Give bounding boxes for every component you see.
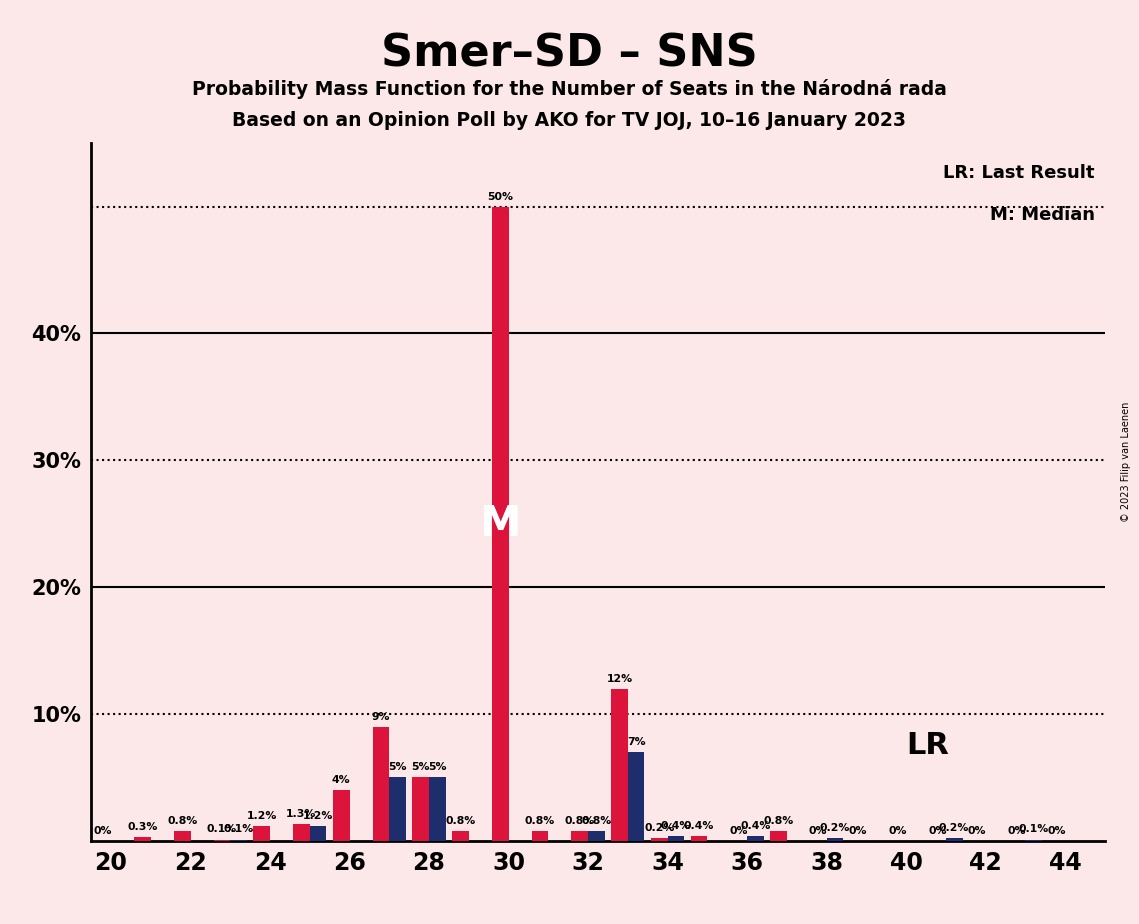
- Text: M: M: [480, 503, 521, 545]
- Bar: [628, 752, 645, 841]
- Text: M: Median: M: Median: [990, 206, 1095, 224]
- Text: 5%: 5%: [411, 762, 429, 772]
- Text: 0.4%: 0.4%: [683, 821, 714, 831]
- Text: 0%: 0%: [849, 826, 867, 836]
- Bar: [945, 838, 962, 841]
- Text: 0.8%: 0.8%: [763, 816, 794, 826]
- Text: 0.8%: 0.8%: [445, 816, 476, 826]
- Text: 0%: 0%: [93, 826, 112, 836]
- Text: 0.2%: 0.2%: [644, 823, 674, 833]
- Text: 0.8%: 0.8%: [167, 816, 197, 826]
- Text: 0.1%: 0.1%: [207, 824, 237, 834]
- Text: 1.3%: 1.3%: [286, 809, 317, 820]
- Bar: [770, 831, 787, 841]
- Bar: [492, 207, 508, 841]
- Text: 0.8%: 0.8%: [565, 816, 595, 826]
- Bar: [372, 726, 390, 841]
- Bar: [429, 777, 445, 841]
- Text: 0%: 0%: [968, 826, 986, 836]
- Text: 12%: 12%: [606, 674, 632, 684]
- Text: Based on an Opinion Poll by AKO for TV JOJ, 10–16 January 2023: Based on an Opinion Poll by AKO for TV J…: [232, 111, 907, 130]
- Bar: [390, 777, 405, 841]
- Bar: [310, 826, 327, 841]
- Bar: [747, 836, 764, 841]
- Text: Probability Mass Function for the Number of Seats in the Národná rada: Probability Mass Function for the Number…: [192, 79, 947, 99]
- Text: 50%: 50%: [487, 191, 514, 201]
- Text: 1.2%: 1.2%: [303, 810, 334, 821]
- Bar: [213, 840, 230, 841]
- Text: 1.2%: 1.2%: [246, 810, 277, 821]
- Text: 0%: 0%: [1008, 826, 1026, 836]
- Text: 0.2%: 0.2%: [939, 823, 969, 833]
- Bar: [1025, 840, 1042, 841]
- Text: 0.4%: 0.4%: [740, 821, 771, 831]
- Text: LR: LR: [906, 731, 949, 760]
- Bar: [572, 831, 588, 841]
- Bar: [690, 836, 707, 841]
- Bar: [612, 688, 628, 841]
- Bar: [293, 824, 310, 841]
- Bar: [650, 838, 667, 841]
- Bar: [452, 831, 469, 841]
- Text: 0%: 0%: [1048, 826, 1066, 836]
- Text: 0.2%: 0.2%: [820, 823, 850, 833]
- Text: © 2023 Filip van Laenen: © 2023 Filip van Laenen: [1121, 402, 1131, 522]
- Bar: [253, 826, 270, 841]
- Bar: [827, 838, 843, 841]
- Text: 0%: 0%: [928, 826, 947, 836]
- Text: LR: Last Result: LR: Last Result: [943, 164, 1095, 182]
- Text: 0%: 0%: [809, 826, 827, 836]
- Text: 0.8%: 0.8%: [581, 816, 612, 826]
- Bar: [532, 831, 548, 841]
- Text: 0%: 0%: [729, 826, 748, 836]
- Bar: [134, 837, 150, 841]
- Bar: [333, 790, 350, 841]
- Text: 5%: 5%: [428, 762, 446, 772]
- Bar: [412, 777, 429, 841]
- Text: 0.1%: 0.1%: [223, 824, 254, 834]
- Bar: [588, 831, 605, 841]
- Text: 0.8%: 0.8%: [525, 816, 555, 826]
- Text: 7%: 7%: [626, 737, 646, 747]
- Bar: [667, 836, 685, 841]
- Bar: [230, 840, 247, 841]
- Text: 0%: 0%: [888, 826, 907, 836]
- Bar: [174, 831, 190, 841]
- Text: 4%: 4%: [331, 775, 351, 785]
- Text: 0.3%: 0.3%: [128, 822, 157, 832]
- Text: 0.1%: 0.1%: [1018, 824, 1049, 834]
- Text: 0.4%: 0.4%: [661, 821, 691, 831]
- Text: 5%: 5%: [388, 762, 407, 772]
- Text: 9%: 9%: [371, 711, 391, 722]
- Text: Smer–SD – SNS: Smer–SD – SNS: [382, 32, 757, 76]
